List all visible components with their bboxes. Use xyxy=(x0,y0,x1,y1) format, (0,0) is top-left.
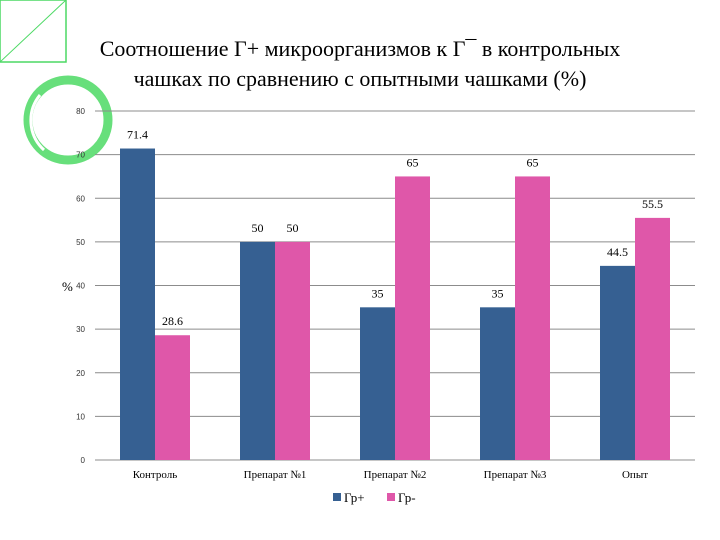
bar xyxy=(395,176,430,460)
category-label: Препарат №3 xyxy=(484,469,547,481)
data-label: 55.5 xyxy=(642,197,663,211)
data-label: 50 xyxy=(287,221,299,235)
decorative-ring-graphic xyxy=(0,0,113,165)
category-label: Препарат №1 xyxy=(244,469,307,481)
bar xyxy=(480,307,515,460)
data-label: 28.6 xyxy=(162,314,183,328)
y-tick-label: 80 xyxy=(76,107,85,116)
category-label: Опыт xyxy=(622,469,648,481)
data-label: 35 xyxy=(492,286,504,300)
decor-ring xyxy=(23,75,113,165)
decor-square xyxy=(0,0,67,63)
category-label: Контроль xyxy=(133,469,177,481)
bar xyxy=(635,217,670,460)
bar xyxy=(120,148,155,460)
bar xyxy=(360,307,395,460)
chart-title: Соотношение Г+ микроорганизмов к Г¯ в ко… xyxy=(20,34,700,94)
y-tick-labels: 0 10 20 30 40 50 60 70 80 xyxy=(76,107,85,465)
decor-diagonal xyxy=(0,0,67,63)
data-label: 50 xyxy=(252,221,264,235)
data-labels: 71.4 28.6 50 50 35 65 35 65 44.5 55.5 xyxy=(127,128,663,329)
bar xyxy=(600,265,635,460)
legend: Гр+ Гр- xyxy=(333,490,416,505)
y-tick-label: 60 xyxy=(76,194,85,203)
y-tick-label: 40 xyxy=(76,282,85,291)
legend-label: Гр+ xyxy=(344,490,365,505)
legend-swatch xyxy=(387,493,395,501)
bar xyxy=(515,176,550,460)
bar xyxy=(240,241,275,460)
chart-title-line-2: чашках по сравнению с опытными чашками (… xyxy=(133,66,587,91)
y-tick-label: 30 xyxy=(76,325,85,334)
legend-swatch xyxy=(333,493,341,501)
legend-label: Гр- xyxy=(398,490,416,505)
category-labels: Контроль Препарат №1 Препарат №2 Препарат №… xyxy=(133,469,648,481)
y-axis-label: % xyxy=(62,279,73,294)
data-label: 71.4 xyxy=(127,128,148,142)
decor-ring-highlight xyxy=(29,94,46,152)
y-tick-label: 20 xyxy=(76,369,85,378)
data-label: 35 xyxy=(372,286,384,300)
chart-title-line-1: Соотношение Г+ микроорганизмов к Г¯ в ко… xyxy=(99,36,621,61)
data-label: 44.5 xyxy=(607,245,628,259)
bar xyxy=(275,241,310,460)
data-label: 65 xyxy=(527,155,539,169)
bar xyxy=(155,335,190,460)
y-tick-label: 10 xyxy=(76,412,85,421)
data-label: 65 xyxy=(407,155,419,169)
bars xyxy=(120,148,670,460)
y-tick-label: 50 xyxy=(76,238,85,247)
y-tick-label: 0 xyxy=(81,456,86,465)
y-tick-label: 70 xyxy=(76,151,85,160)
category-label: Препарат №2 xyxy=(364,469,427,481)
